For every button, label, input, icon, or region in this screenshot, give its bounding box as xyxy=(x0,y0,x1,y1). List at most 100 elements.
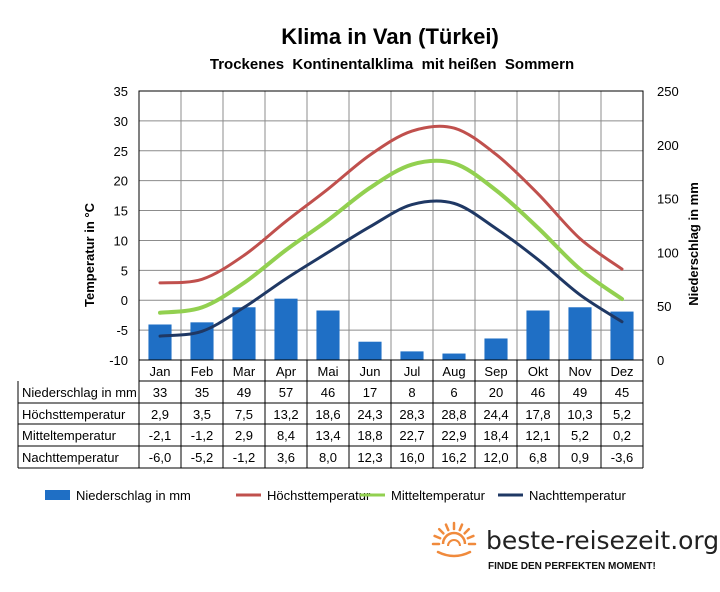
table-cell: 46 xyxy=(531,385,545,400)
table-cell: -1,2 xyxy=(191,428,213,443)
table-cell: 16,0 xyxy=(399,450,424,465)
y-tick-left: 0 xyxy=(121,293,128,308)
y-tick-left: 25 xyxy=(114,144,128,159)
table-cell: 22,7 xyxy=(399,428,424,443)
table-cell: 35 xyxy=(195,385,209,400)
table-cell: 22,9 xyxy=(441,428,466,443)
precip-bar xyxy=(232,307,256,360)
sun-ray xyxy=(466,534,475,540)
y-tick-left: -5 xyxy=(116,323,128,338)
x-tick-label: Apr xyxy=(276,364,297,379)
y-tick-right: 100 xyxy=(657,245,679,260)
table-cell: 33 xyxy=(153,385,167,400)
table-cell: 2,9 xyxy=(235,428,253,443)
legend-label-max: Höchsttemperatur xyxy=(267,488,371,503)
brand-name: beste-reisezeit.org xyxy=(486,526,719,555)
x-tick-label: Nov xyxy=(568,364,592,379)
table-cell: 3,5 xyxy=(193,407,211,422)
table-cell: 12,1 xyxy=(525,428,550,443)
line-mean-temperature xyxy=(158,158,624,315)
legend-swatch-precip xyxy=(45,490,70,500)
x-tick-label: Dez xyxy=(610,364,633,379)
table-cell: 6,8 xyxy=(529,450,547,465)
table-cell: 8,0 xyxy=(319,450,337,465)
legend-label-precip: Niederschlag in mm xyxy=(76,488,191,503)
legend: Niederschlag in mm Höchsttemperatur Mittel… xyxy=(45,488,626,503)
table-cell: 49 xyxy=(573,385,587,400)
table-cell: 13,2 xyxy=(273,407,298,422)
table-cell: -5,2 xyxy=(191,450,213,465)
table-cell: 8 xyxy=(408,385,415,400)
x-tick-label: Mar xyxy=(233,364,256,379)
table-cell: 24,3 xyxy=(357,407,382,422)
y-tick-left: 30 xyxy=(114,114,128,129)
chart-title: Klima in Van (Türkei) xyxy=(281,24,499,49)
line-max-temperature xyxy=(158,124,624,285)
precip-bar xyxy=(316,310,340,360)
y-tick-left: 10 xyxy=(114,233,128,248)
x-tick-label: Sep xyxy=(484,364,507,379)
table-cell: 18,6 xyxy=(315,407,340,422)
y-tick-right: 50 xyxy=(657,299,671,314)
sun-ray xyxy=(463,527,471,535)
x-tick-label: Jan xyxy=(150,364,171,379)
table-cell: 7,5 xyxy=(235,407,253,422)
precip-bar xyxy=(442,353,466,360)
table-row-header: Mitteltemperatur xyxy=(22,428,117,443)
table-cell: 28,8 xyxy=(441,407,466,422)
table-cell: 45 xyxy=(615,385,629,400)
table-cell: -3,6 xyxy=(611,450,633,465)
precip-bar xyxy=(148,324,172,360)
sun-core xyxy=(447,539,461,547)
brand-logo: beste-reisezeit.org FINDE DEN PERFEKTEN … xyxy=(431,521,719,572)
table-cell: 18,8 xyxy=(357,428,382,443)
chart-subtitle: Trockenes Kontinentalklima mit heißen So… xyxy=(210,56,574,73)
table-cell: 17,8 xyxy=(525,407,550,422)
precip-bar xyxy=(526,310,550,360)
table-cell: 5,2 xyxy=(571,428,589,443)
table-cell: 5,2 xyxy=(613,407,631,422)
legend-label-mean: Mitteltemperatur xyxy=(391,488,486,503)
x-tick-label: Jun xyxy=(360,364,381,379)
sun-horizon xyxy=(436,550,472,558)
sun-arc xyxy=(441,531,467,545)
table-cell: 49 xyxy=(237,385,251,400)
table-cell: 20 xyxy=(489,385,503,400)
sun-ray xyxy=(433,534,442,540)
precip-bar xyxy=(610,311,634,360)
precipitation-bars xyxy=(148,298,634,360)
table-cell: 6 xyxy=(450,385,457,400)
brand-slogan: FINDE DEN PERFEKTEN MOMENT! xyxy=(488,561,656,572)
legend-label-min: Nachttemperatur xyxy=(529,488,626,503)
temperature-lines xyxy=(158,124,624,338)
table-cell: -1,2 xyxy=(233,450,255,465)
data-table: Jan Feb Mar Apr Mai Jun Jul Aug Sep Okt Nov Dez Nied… xyxy=(17,360,644,469)
table-cell: 0,9 xyxy=(571,450,589,465)
precip-bar xyxy=(358,341,382,360)
table-cell: 17 xyxy=(363,385,377,400)
y-tick-left: 15 xyxy=(114,204,128,219)
precip-bar xyxy=(274,298,298,360)
table-cell: 10,3 xyxy=(567,407,592,422)
line-min-temperature xyxy=(158,199,624,338)
table-row-header: Nachttemperatur xyxy=(22,450,119,465)
table-cell: 46 xyxy=(321,385,335,400)
table-row-header: Höchsttemperatur xyxy=(22,407,126,422)
x-tick-label: Jul xyxy=(404,364,421,379)
sun-ray xyxy=(444,523,450,532)
y-tick-left: -10 xyxy=(109,353,128,368)
y-tick-right: 150 xyxy=(657,192,679,207)
sun-ray xyxy=(458,523,464,532)
y-axis-label-left: Temperatur in °C xyxy=(82,202,97,307)
table-row-header: Niederschlag in mm xyxy=(22,385,137,400)
y-tick-right: 250 xyxy=(657,84,679,99)
x-tick-label: Mai xyxy=(318,364,339,379)
sun-icon xyxy=(431,521,477,558)
table-cell: 0,2 xyxy=(613,428,631,443)
gridlines xyxy=(139,90,643,361)
y-tick-right: 200 xyxy=(657,138,679,153)
table-cell: 18,4 xyxy=(483,428,508,443)
table-cell: -2,1 xyxy=(149,428,171,443)
